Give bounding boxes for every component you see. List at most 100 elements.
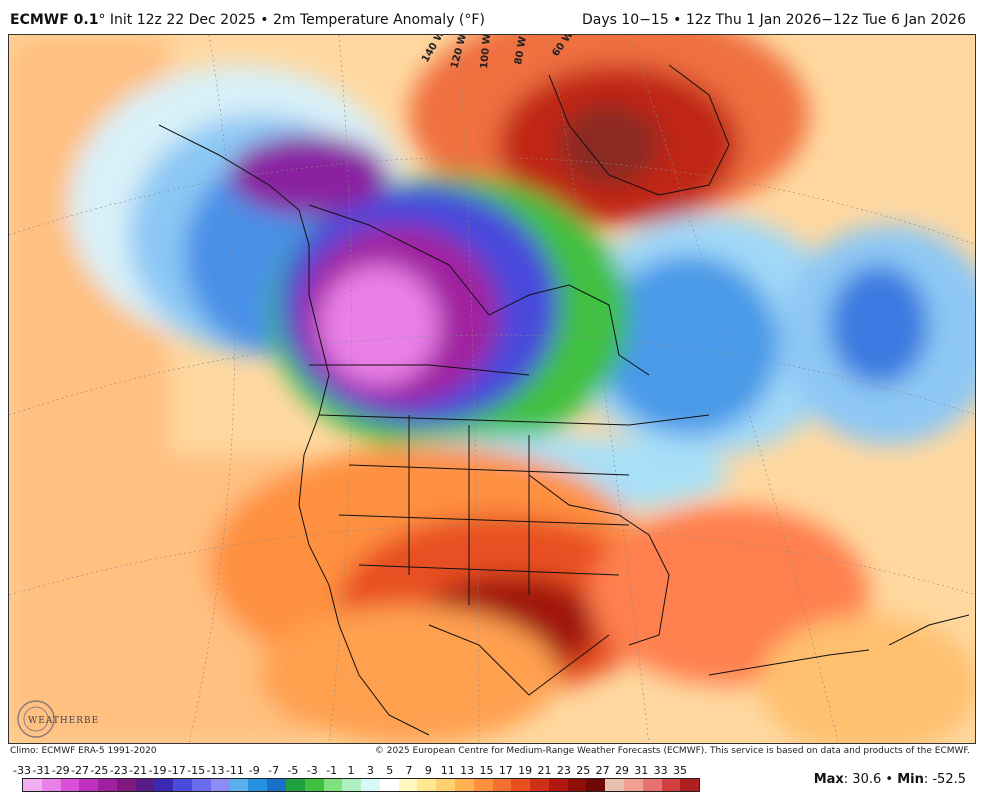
legend-swatch [436, 779, 455, 791]
east-coast [528, 474, 670, 646]
legend-swatch [605, 779, 624, 791]
legend-tick-label: 19 [518, 764, 533, 777]
legend-labels: -33 -31 -29 -27 -25 -23 -21 -19 -17 -15 -13 -11 -9 -7… [13, 764, 714, 778]
lon-label-100w: 100 W [479, 35, 493, 69]
legend-swatch [285, 779, 305, 791]
legend-tick-label: 25 [576, 764, 591, 777]
legend-tick-label: 5 [386, 764, 394, 777]
legend-swatch [530, 779, 549, 791]
legend-tick-label: 35 [673, 764, 687, 777]
legend-swatch [586, 779, 606, 791]
legend-tick-label: -15 [187, 764, 206, 777]
legend-swatch [304, 779, 324, 791]
legend-tick-label: -31 [32, 764, 51, 777]
legend-swatch [548, 779, 568, 791]
climo-note: Climo: ECMWF ERA-5 1991-2020 [10, 746, 157, 756]
graticule [9, 35, 975, 743]
max-value: : 30.6 • [843, 772, 898, 787]
lon-label-80w: 80 W [513, 36, 529, 66]
canada-us-border [309, 364, 530, 376]
legend-tick-label: 29 [614, 764, 629, 777]
legend-swatch [342, 779, 362, 791]
min-label: Min [897, 772, 924, 787]
header: ECMWF 0.1° Init 12z 22 Dec 2025 • 2m Tem… [0, 0, 984, 34]
legend-swatch [624, 779, 643, 791]
legend-tick-label: 17 [498, 764, 513, 777]
us-state-line-2 [338, 514, 630, 526]
legend-swatch [361, 779, 380, 791]
us-state-line-3 [358, 564, 620, 576]
border-east [318, 414, 710, 426]
gulf-coast [428, 624, 610, 696]
us-state-line-1 [348, 464, 630, 476]
legend-tick-label: -23 [109, 764, 128, 777]
legend-tick-label: 31 [634, 764, 649, 777]
legend-tick-label: -27 [71, 764, 90, 777]
title-left: ECMWF 0.1° Init 12z 22 Dec 2025 • 2m Tem… [10, 12, 485, 28]
max-label: Max [813, 772, 844, 787]
legend-swatch [680, 779, 700, 791]
legend-swatch [79, 779, 99, 791]
legend-tick-label: -1 [326, 764, 338, 777]
map-svg: 140 W 120 W 100 W 80 W 60 W [9, 35, 975, 743]
min-value: : -52.5 [923, 772, 966, 787]
legend-swatch [116, 779, 136, 791]
legend-tick-label: -17 [167, 764, 186, 777]
legend-tick-label: -25 [90, 764, 109, 777]
weatherbell-logo: WEATHERBELL [14, 696, 112, 742]
legend-tick-label: 11 [440, 764, 455, 777]
legend-swatch [60, 779, 80, 791]
boundaries [158, 64, 970, 736]
legend-swatch [23, 779, 42, 791]
legend-swatch [267, 779, 286, 791]
legend-swatch [473, 779, 493, 791]
legend-swatch [154, 779, 174, 791]
legend-swatch [229, 779, 249, 791]
legend-swatch [98, 779, 117, 791]
legend-tick-label: -5 [287, 764, 299, 777]
max-min-stats: Max: 30.6 • Min: -52.5 [814, 772, 966, 787]
init-text: ° [98, 12, 110, 28]
legend-swatch [661, 779, 681, 791]
legend-swatch [642, 779, 662, 791]
legend-tick-label: 1 [347, 764, 355, 777]
legend-tick-label: 23 [556, 764, 571, 777]
legend-tick-label: 15 [479, 764, 494, 777]
legend-tick-label: 13 [460, 764, 475, 777]
legend-tick-label: -7 [268, 764, 280, 777]
anomaly-field [9, 35, 975, 743]
model-name: ECMWF 0.1 [10, 12, 99, 28]
legend-tick-label: -19 [148, 764, 167, 777]
legend-swatch [567, 779, 587, 791]
anomaly-map: 140 W 120 W 100 W 80 W 60 W [8, 34, 976, 744]
copyright-note: © 2025 European Centre for Medium-Range … [374, 746, 970, 756]
caribbean-islands [708, 649, 870, 676]
legend-tick-label: 3 [366, 764, 374, 777]
legend-tick-label: 21 [537, 764, 552, 777]
legend-swatch [511, 779, 531, 791]
valid-period: Days 10−15 • 12z Thu 1 Jan 2026−12z Tue … [581, 12, 966, 28]
legend-swatch [248, 779, 268, 791]
legend-tick-label: -9 [248, 764, 260, 777]
legend-tick-label: -3 [306, 764, 318, 777]
logo-text: WEATHERBELL [28, 716, 98, 726]
legend-tick-label: 33 [653, 764, 668, 777]
legend-swatch [135, 779, 155, 791]
legend-swatch [398, 779, 418, 791]
antilles [888, 614, 970, 646]
legend-tick-label: 27 [595, 764, 610, 777]
greenland [548, 64, 730, 196]
legend-tick-label: -11 [225, 764, 244, 777]
legend-swatch [210, 779, 230, 791]
legend-swatch [323, 779, 343, 791]
legend-swatch [454, 779, 474, 791]
legend-tick-label: -29 [51, 764, 70, 777]
hudson-bay [308, 204, 650, 376]
legend-swatch [173, 779, 193, 791]
legend-swatch [379, 779, 399, 791]
color-legend [22, 778, 700, 792]
legend-swatch [417, 779, 437, 791]
legend-tick-label: -13 [206, 764, 225, 777]
legend-tick-label: -21 [129, 764, 148, 777]
legend-swatch [41, 779, 61, 791]
